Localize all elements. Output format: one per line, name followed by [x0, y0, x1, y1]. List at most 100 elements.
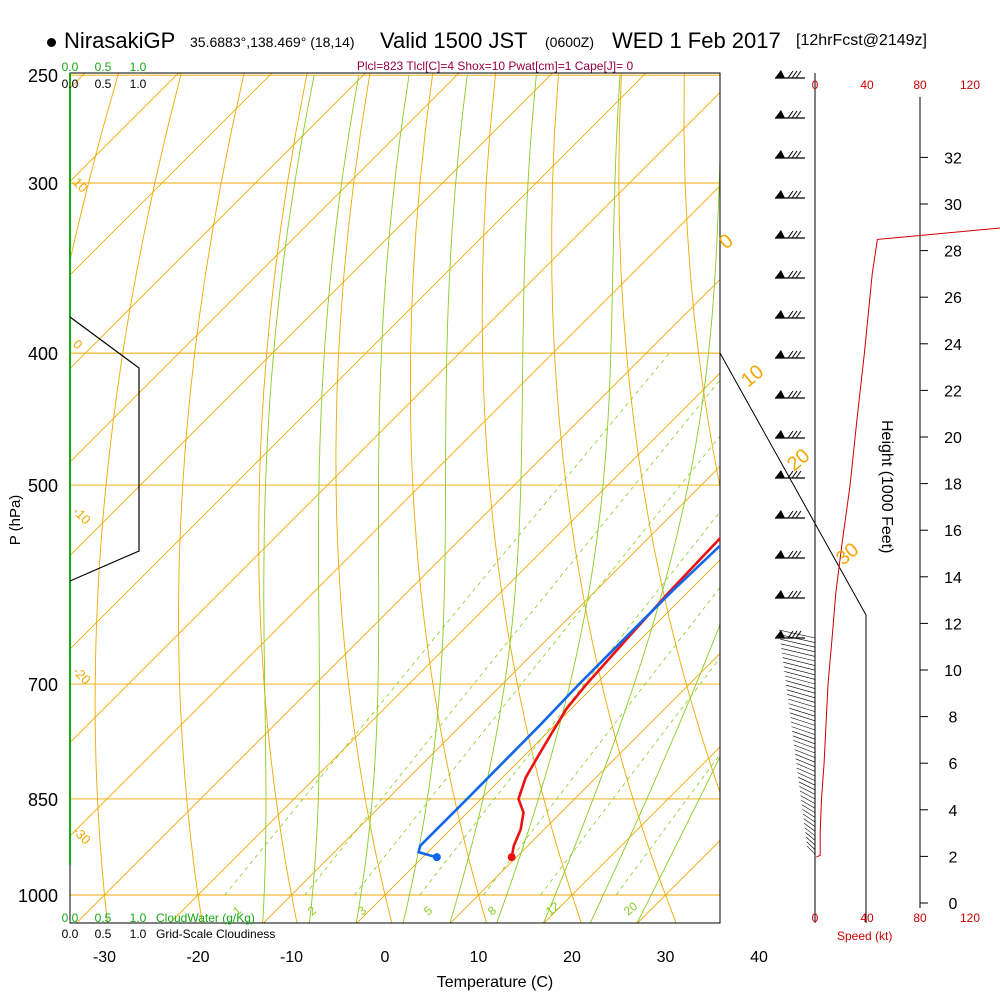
wind-barb-pennant: [775, 190, 785, 198]
wind-barb-feather: [791, 470, 798, 479]
wind-barb-feather: [791, 190, 798, 199]
wind-barb-low: [793, 740, 816, 749]
dry-adiabat-line: [409, 73, 488, 923]
speed-axis-label: Speed (kt): [837, 929, 892, 943]
wind-barb-low: [780, 638, 816, 648]
wind-barb-low: [792, 735, 816, 745]
dry-adiabat-label: 10: [737, 361, 768, 392]
isotherm-line: [70, 73, 460, 463]
wind-barb-feather: [791, 550, 798, 559]
wind-barb-low: [804, 827, 816, 837]
wind-barb-pennant: [775, 110, 785, 118]
mixing-ratio-line: [419, 511, 720, 896]
wind-barb-feather: [787, 230, 794, 239]
pressure-tick-label: 400: [28, 344, 58, 364]
wind-barb: [775, 270, 805, 279]
wind-barb-feather: [791, 310, 798, 319]
wind-barb-low: [780, 643, 816, 653]
surface-temperature-dot: [507, 853, 516, 862]
wind-barb-feather: [787, 350, 794, 359]
height-tick-label: 32: [944, 150, 962, 167]
speed-tick-top: 40: [860, 78, 874, 92]
height-tick-label: 26: [944, 290, 962, 307]
wind-barb-low: [789, 707, 816, 717]
station-dot-icon: [47, 38, 56, 47]
isotherm-line: [169, 372, 720, 923]
dry-adiabat-line: [683, 73, 720, 490]
wind-barb-low: [801, 799, 816, 809]
wind-barb: [775, 590, 805, 599]
wind-barb-feather: [787, 150, 794, 159]
wind-barb-low: [790, 717, 816, 726]
wind-barb-low: [782, 657, 816, 666]
speed-tick-bottom: 0: [812, 911, 819, 925]
plot-frame: [69, 72, 721, 924]
wind-barb: [775, 550, 805, 559]
speed-tick-bottom: 120: [960, 911, 980, 925]
cloudwater-tick-top: 0.0: [62, 60, 79, 74]
moist-adiabat-line: [496, 75, 621, 923]
wind-speed-line: [816, 227, 1000, 858]
speed-tick-top: 0: [812, 78, 819, 92]
dry-adiabat-label: 0: [715, 230, 738, 254]
cloudiness-tick-bottom: 0.5: [95, 927, 112, 941]
wind-barb-low: [806, 845, 816, 855]
isotherm-label: -10: [70, 504, 94, 528]
wind-barb-pennant: [775, 70, 785, 78]
temperature-tick-label: 10: [470, 949, 488, 966]
wind-barb-feather: [791, 350, 798, 359]
wind-barb: [775, 110, 805, 119]
cloudwater-tick-top: 1.0: [130, 60, 147, 74]
isotherm-line: [262, 465, 720, 923]
station-name: NirasakiGP: [64, 28, 176, 53]
cloudiness-tick-bottom: 0.0: [62, 927, 79, 941]
wind-barb: [775, 190, 805, 199]
wind-barb-feather: [795, 110, 802, 119]
wind-barb-feather: [787, 390, 794, 399]
height-tick-label: 28: [944, 244, 962, 261]
wind-barb-feather: [795, 430, 802, 439]
wind-barb: [775, 230, 805, 239]
wind-barb-low: [783, 661, 816, 671]
isotherm-line: [70, 73, 367, 370]
temperature-axis-label: Temperature (C): [437, 974, 553, 991]
wind-barb-low: [791, 726, 816, 735]
wind-barb-low: [804, 822, 816, 832]
isotherm-line: [796, 0, 1000, 951]
wind-panel: [719, 70, 1000, 923]
wind-barb-feather: [787, 190, 794, 199]
dry-adiabat-line: [927, 0, 1000, 951]
sounding-header: NirasakiGP 35.6883°,138.469° (18,14) Val…: [0, 0, 1000, 60]
dry-adiabat-line: [551, 73, 677, 923]
wind-barb-feather: [795, 590, 802, 599]
height-tick-label: 12: [944, 616, 962, 633]
temperature-line: [510, 536, 720, 858]
mixing-ratio-label: 20: [621, 899, 640, 919]
temperature-tick-label: 30: [657, 949, 675, 966]
station-coords: 35.6883°,138.469° (18,14): [190, 34, 355, 50]
wind-barb: [775, 430, 805, 439]
wind-barb-feather: [795, 390, 802, 399]
valid-time-utc: (0600Z): [545, 34, 595, 50]
sounding-indices: Plcl=823 Tlcl[C]=4 Shox=10 Pwat[cm]=1 Ca…: [357, 59, 634, 73]
wind-barb-pennant: [775, 270, 785, 278]
dry-adiabat-line: [335, 73, 393, 923]
wind-barb-low: [790, 721, 816, 731]
dry-adiabat-line: [808, 0, 1000, 951]
cloudwater-tick-bottom: 1.0: [130, 911, 147, 925]
speed-tick-top: 80: [913, 78, 927, 92]
wind-barb-feather: [787, 110, 794, 119]
height-tick-label: 6: [949, 756, 958, 773]
wind-barb-pennant: [775, 550, 785, 558]
pressure-tick-label: 300: [28, 174, 58, 194]
cloudwater-tick-bottom: 0.5: [95, 911, 112, 925]
wind-barb-feather: [791, 70, 798, 79]
wind-barb-low: [806, 841, 816, 850]
temperature-tick-label: -10: [280, 949, 303, 966]
wind-barb-feather: [795, 230, 802, 239]
height-tick-label: 10: [944, 663, 962, 680]
wind-barb-feather: [795, 310, 802, 319]
dry-adiabat-line: [178, 73, 245, 923]
height-tick-label: 22: [944, 383, 962, 400]
